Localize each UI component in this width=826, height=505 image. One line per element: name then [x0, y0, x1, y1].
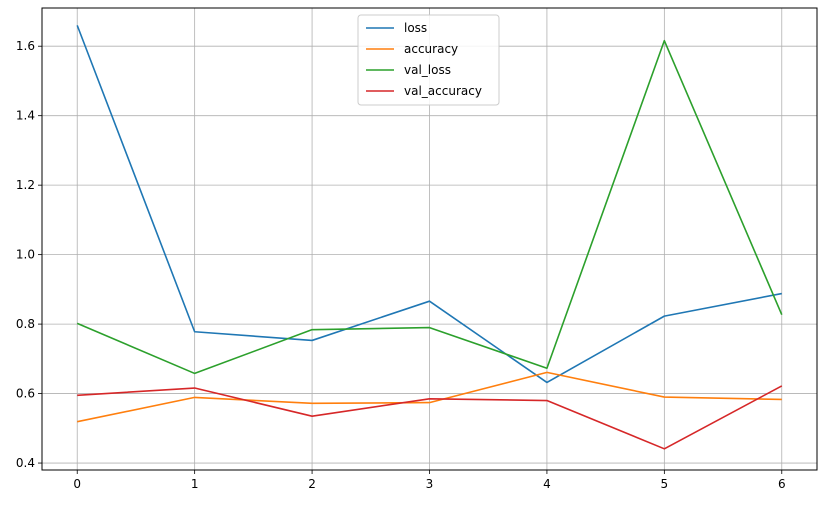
legend-label-accuracy: accuracy [404, 42, 458, 56]
legend-label-val-accuracy: val_accuracy [404, 84, 482, 98]
legend-label-loss: loss [404, 21, 427, 35]
y-tick-label: 0.8 [16, 317, 35, 331]
y-tick-label: 0.4 [16, 456, 35, 470]
series-lines [76, 25, 783, 450]
x-axis: 0 1 2 3 4 5 6 [73, 470, 786, 491]
x-tick-label: 2 [308, 477, 316, 491]
x-tick-label: 1 [191, 477, 199, 491]
x-tick-label: 4 [543, 477, 551, 491]
y-tick-label: 1.4 [16, 109, 35, 123]
series-line-val-accuracy [77, 385, 783, 450]
y-tick-label: 1.6 [16, 39, 35, 53]
series-line-val-loss [76, 39, 783, 375]
legend: loss accuracy val_loss val_accuracy [357, 14, 500, 106]
y-tick-label: 0.6 [16, 387, 35, 401]
x-tick-label: 0 [73, 477, 81, 491]
series-line-accuracy [77, 371, 782, 423]
x-tick-label: 3 [426, 477, 434, 491]
series-line-loss [76, 25, 782, 384]
y-axis: 0.4 0.6 0.8 1.0 1.2 1.4 1.6 [16, 39, 42, 470]
legend-box [357, 14, 500, 106]
x-tick-label: 6 [778, 477, 786, 491]
y-tick-label: 1.2 [16, 178, 35, 192]
x-tick-label: 5 [661, 477, 669, 491]
legend-label-val-loss: val_loss [404, 63, 451, 77]
y-tick-label: 1.0 [16, 248, 35, 262]
